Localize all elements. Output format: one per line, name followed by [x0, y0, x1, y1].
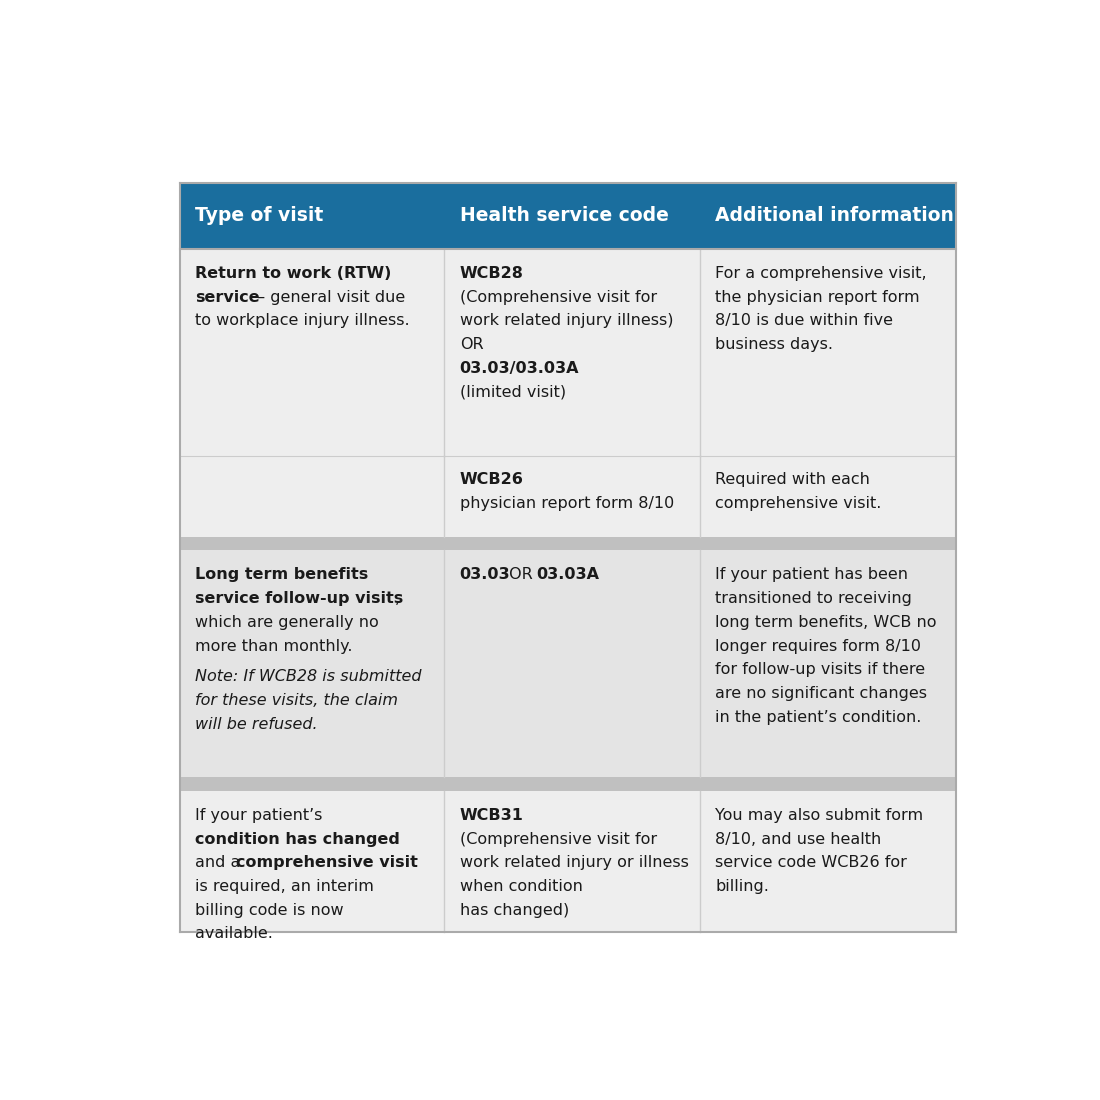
Text: service code WCB26 for: service code WCB26 for [715, 856, 907, 870]
Text: has changed): has changed) [460, 903, 569, 917]
Text: 8/10 is due within five: 8/10 is due within five [715, 314, 893, 328]
Text: WCB28: WCB28 [460, 266, 524, 280]
Text: comprehensive visit: comprehensive visit [235, 856, 417, 870]
Text: You may also submit form: You may also submit form [715, 807, 924, 823]
Text: business days.: business days. [715, 337, 834, 352]
Bar [180, 550, 956, 778]
Text: billing code is now: billing code is now [196, 903, 344, 917]
Text: are no significant changes: are no significant changes [715, 686, 927, 701]
Text: ,: , [395, 591, 400, 606]
Text: 03.03: 03.03 [460, 568, 510, 582]
Text: billing.: billing. [715, 879, 769, 894]
Text: when condition: when condition [460, 879, 583, 894]
Text: OR: OR [460, 337, 483, 352]
Text: more than monthly.: more than monthly. [196, 638, 353, 653]
Text: for these visits, the claim: for these visits, the claim [196, 693, 398, 708]
Text: WCB31: WCB31 [460, 807, 524, 823]
Text: Required with each: Required with each [715, 473, 870, 487]
Text: will be refused.: will be refused. [196, 717, 318, 732]
Bar [180, 537, 956, 550]
Text: the physician report form: the physician report form [715, 289, 920, 305]
Text: If your patient has been: If your patient has been [715, 568, 909, 582]
Text: in the patient’s condition.: in the patient’s condition. [715, 710, 922, 725]
Text: to workplace injury illness.: to workplace injury illness. [196, 314, 410, 328]
Text: (limited visit): (limited visit) [460, 384, 565, 399]
Text: Long term benefits: Long term benefits [196, 568, 368, 582]
Text: physician report form 8/10: physician report form 8/10 [460, 496, 674, 512]
Text: service: service [196, 289, 260, 305]
Text: transitioned to receiving: transitioned to receiving [715, 591, 912, 606]
Text: and a: and a [196, 856, 246, 870]
Text: – general visit due: – general visit due [252, 289, 405, 305]
Text: Additional information: Additional information [715, 207, 955, 226]
Text: Note: If WCB28 is submitted: Note: If WCB28 is submitted [196, 669, 422, 684]
Text: available.: available. [196, 926, 273, 942]
Text: Type of visit: Type of visit [196, 207, 323, 226]
Text: work related injury or illness: work related injury or illness [460, 856, 689, 870]
Text: Return to work (RTW): Return to work (RTW) [196, 266, 392, 280]
Text: OR: OR [504, 568, 538, 582]
Text: condition has changed: condition has changed [196, 832, 400, 847]
Text: If your patient’s: If your patient’s [196, 807, 322, 823]
Text: long term benefits, WCB no: long term benefits, WCB no [715, 615, 937, 630]
Text: longer requires form 8/10: longer requires form 8/10 [715, 638, 922, 653]
Bar [180, 249, 956, 455]
Bar [180, 455, 956, 537]
Text: (Comprehensive visit for: (Comprehensive visit for [460, 289, 657, 305]
Text: (Comprehensive visit for: (Comprehensive visit for [460, 832, 657, 847]
Text: comprehensive visit.: comprehensive visit. [715, 496, 882, 512]
Text: service follow-up visits: service follow-up visits [196, 591, 404, 606]
Bar [180, 778, 956, 791]
Text: WCB26: WCB26 [460, 473, 524, 487]
Text: is required, an interim: is required, an interim [196, 879, 374, 894]
Text: Health service code: Health service code [460, 207, 669, 226]
Bar [180, 791, 956, 933]
Text: 03.03/03.03A: 03.03/03.03A [460, 361, 580, 376]
Text: 8/10, and use health: 8/10, and use health [715, 832, 882, 847]
Text: which are generally no: which are generally no [196, 615, 380, 630]
Text: work related injury illness): work related injury illness) [460, 314, 673, 328]
Bar [180, 183, 956, 249]
Text: for follow-up visits if there: for follow-up visits if there [715, 662, 925, 678]
Text: 03.03A: 03.03A [537, 568, 600, 582]
Text: For a comprehensive visit,: For a comprehensive visit, [715, 266, 927, 280]
